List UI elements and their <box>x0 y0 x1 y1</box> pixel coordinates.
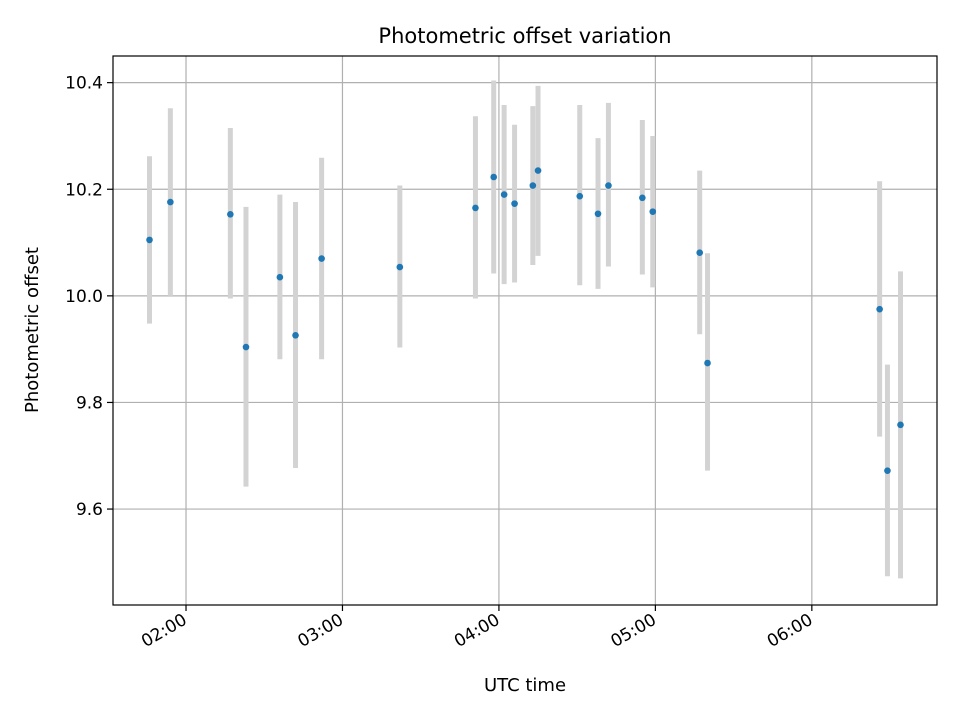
data-point <box>490 173 498 181</box>
data-point <box>242 343 250 351</box>
x-axis-label: UTC time <box>484 675 566 696</box>
data-point <box>605 182 612 189</box>
data-point <box>876 305 883 313</box>
data-point <box>167 198 174 206</box>
data-point <box>292 331 299 339</box>
data-point <box>146 236 153 244</box>
data-point <box>639 194 646 202</box>
data-point <box>897 421 904 429</box>
chart-title: Photometric offset variation <box>378 24 671 48</box>
y-tick-label: 10.0 <box>65 287 103 307</box>
y-tick-label: 9.6 <box>76 500 103 520</box>
data-point <box>511 200 518 207</box>
data-point <box>704 359 711 367</box>
y-tick-label: 10.4 <box>65 74 103 94</box>
data-point <box>396 263 404 271</box>
y-tick-label: 10.2 <box>65 180 103 200</box>
data-point <box>276 273 284 281</box>
data-point <box>884 467 891 474</box>
grid <box>113 56 937 605</box>
data-point <box>500 191 508 198</box>
plot-frame <box>112 55 938 606</box>
data-point <box>318 255 325 262</box>
data-point <box>472 204 479 212</box>
data-point <box>696 249 704 256</box>
data-point <box>534 167 542 174</box>
y-axis-label: Photometric offset <box>22 247 43 413</box>
data-point <box>594 210 602 218</box>
data-points <box>146 167 904 474</box>
data-point <box>649 208 657 215</box>
data-point <box>576 192 584 200</box>
y-axis-ticks: 9.6 9.8 10.0 10.2 10.4 <box>65 74 113 520</box>
data-point <box>529 182 537 189</box>
data-point <box>227 211 234 218</box>
y-tick-label: 9.8 <box>76 393 103 413</box>
